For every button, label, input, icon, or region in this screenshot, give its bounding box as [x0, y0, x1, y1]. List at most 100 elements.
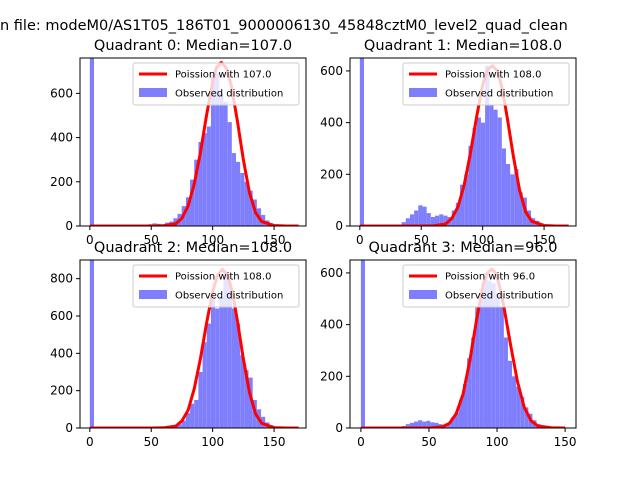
y-tick-label: 400	[320, 318, 343, 332]
subplot-2: 0 50 100 150 0 200 400 600 800 Quadrant 2: Median…	[50, 240, 307, 449]
x-tick-label: 0	[357, 435, 365, 449]
histogram-bar	[483, 272, 488, 428]
histogram-bar	[185, 413, 191, 428]
histogram-bar	[493, 109, 498, 226]
histogram-bar	[418, 420, 423, 428]
histogram-bar	[235, 323, 241, 428]
histogram-bar	[518, 192, 523, 226]
histogram-bar	[524, 407, 529, 428]
legend: Poission with 96.0 Observed distribution	[402, 264, 570, 308]
histogram-bar	[501, 148, 506, 226]
histogram-bar	[248, 377, 253, 428]
x-tick-label: 100	[201, 435, 224, 449]
histogram-bar	[401, 222, 406, 226]
histogram-bar	[185, 197, 191, 226]
y-tick-label: 600	[320, 266, 343, 280]
histogram-bar	[359, 58, 365, 226]
subplots: 0 50 100 150 0 200 400 600 Quadrant 0: Median=10…	[50, 38, 576, 449]
histogram-bar	[480, 122, 486, 226]
histogram-bar	[471, 337, 476, 428]
x-tick-label: 0	[86, 435, 94, 449]
histogram-bar	[405, 218, 410, 226]
histogram-bar	[443, 215, 448, 226]
x-tick-label: 150	[263, 435, 286, 449]
legend-entry-observed: Observed distribution	[445, 89, 553, 100]
histogram-bar	[231, 308, 236, 428]
histogram-bar	[248, 190, 253, 226]
histogram-bar	[227, 122, 232, 226]
histogram-bar	[244, 370, 249, 428]
histogram-bar	[426, 420, 431, 428]
histogram-bar	[426, 213, 431, 226]
histogram-bar	[206, 323, 211, 428]
histogram-bar	[219, 93, 224, 226]
histogram-bar	[210, 295, 216, 428]
histogram-bar	[446, 422, 451, 428]
subplot-title: Quadrant 0: Median=107.0	[94, 38, 292, 54]
histogram-bar	[464, 174, 469, 226]
legend-box	[132, 264, 300, 308]
histogram-bar	[231, 153, 236, 226]
histogram-bar	[202, 342, 207, 428]
histogram-bar	[503, 337, 508, 428]
y-tick-label: 400	[320, 116, 343, 130]
histogram-bar	[414, 210, 419, 226]
legend-entry-fit: Poission with 108.0	[175, 272, 271, 283]
histogram-bar	[240, 355, 245, 428]
histogram-bar	[413, 421, 419, 428]
y-tick-label: 0	[65, 421, 73, 435]
y-tick-label: 600	[50, 86, 73, 100]
axes-frame	[79, 57, 307, 227]
histogram-bar	[510, 174, 515, 226]
histogram-bar	[223, 271, 228, 428]
y-tick-label: 600	[50, 309, 73, 323]
axes-frame	[79, 259, 307, 429]
histogram-bar	[450, 417, 455, 428]
histogram-bar	[476, 117, 481, 226]
y-tick-label: 200	[320, 167, 343, 181]
y-tick-label: 400	[50, 346, 73, 360]
histogram-bar	[514, 169, 519, 226]
histogram-bar	[409, 422, 414, 428]
legend: Poission with 108.0 Observed distribution	[132, 264, 300, 308]
poisson-fit-line	[89, 267, 299, 428]
histogram-bar	[215, 308, 220, 428]
x-tick-label: 0	[356, 233, 364, 247]
histogram-bar	[485, 65, 490, 226]
subplot-1: 0 50 100 150 0 200 400 600 Quadrant 1: Median=10…	[320, 38, 577, 247]
histogram-bar	[190, 403, 195, 428]
histogram-bar	[181, 420, 186, 428]
legend-box	[402, 62, 570, 106]
y-tick-label: 200	[320, 369, 343, 383]
x-tick-label: 50	[144, 233, 159, 247]
histogram-bar	[507, 360, 513, 428]
histogram-bar	[472, 127, 477, 226]
x-tick-label: 150	[533, 233, 556, 247]
histogram-bar	[497, 117, 502, 226]
histogram-bar	[194, 159, 199, 226]
histogram-bar	[489, 104, 494, 226]
histogram-bar	[505, 163, 511, 226]
histogram-bar	[409, 214, 415, 226]
histogram-bar	[430, 422, 435, 428]
legend-entry-observed: Observed distribution	[175, 291, 283, 302]
y-tick-label: 600	[320, 64, 343, 78]
y-tick-label: 0	[65, 219, 73, 233]
histogram-bar	[177, 424, 182, 428]
histogram-bar	[434, 422, 439, 428]
histogram-bar	[89, 58, 95, 226]
legend-entry-fit: Poission with 107.0	[175, 70, 271, 81]
histogram-bar	[520, 396, 525, 428]
x-tick-label: 50	[414, 233, 429, 247]
histogram-bar	[455, 202, 461, 226]
histogram-bar	[244, 181, 249, 226]
legend-patch-swatch	[409, 88, 437, 97]
histogram-bar	[430, 216, 435, 226]
histogram-bar	[206, 126, 211, 226]
axes-frame	[349, 259, 577, 429]
histogram-bar	[468, 145, 473, 226]
legend-patch-swatch	[139, 88, 167, 97]
histogram-bar	[422, 421, 427, 428]
histogram-bar	[198, 142, 203, 226]
